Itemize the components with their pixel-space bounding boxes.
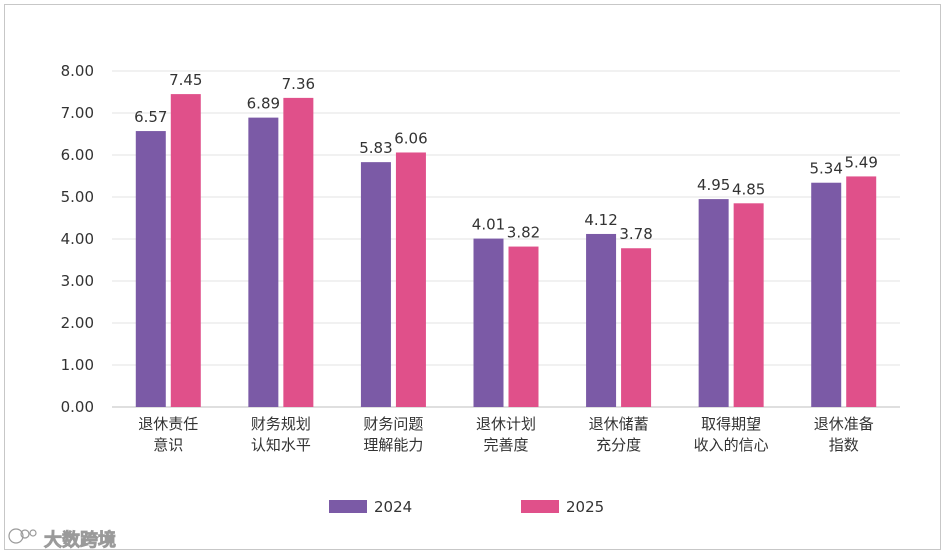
x-category-label: 财务问题: [363, 415, 423, 433]
y-axis-ticks: 0.00 1.00 2.00 3.00 4.00 5.00 6.00 7.00 8.00: [61, 62, 94, 416]
dashuju-logo-icon: [8, 528, 37, 544]
bar-2024: [698, 199, 729, 407]
bar-2025: [733, 203, 764, 407]
y-tick-label: 8.00: [61, 62, 94, 80]
x-category-label: 退休责任: [138, 415, 198, 433]
data-label-2025: 4.85: [732, 180, 765, 198]
bar-2024: [811, 182, 842, 407]
x-category-label: 收入的信心: [694, 436, 769, 454]
data-label-2024: 4.01: [472, 216, 505, 234]
bar-2024: [248, 117, 279, 408]
legend-swatch-2024: [329, 500, 367, 513]
bar-2025: [395, 152, 426, 407]
data-label-2025: 5.49: [845, 153, 878, 171]
x-category-label: 退休储蓄: [589, 415, 649, 433]
bar-2025: [283, 97, 314, 407]
data-label-2025: 3.78: [619, 225, 652, 243]
data-label-2024: 5.34: [810, 160, 843, 178]
data-label-2025: 7.45: [169, 71, 202, 89]
data-label-2025: 7.36: [282, 75, 315, 93]
data-labels: 6.57 7.45 6.897.36 5.836.06 4.01 3.82 4.123.78…: [134, 71, 878, 243]
x-category-label: 意识: [153, 436, 183, 454]
legend: 2024 2025: [329, 498, 604, 516]
bar-2025: [621, 248, 652, 407]
x-category-label: 取得期望: [701, 415, 761, 433]
watermark: 大数跨境: [8, 528, 116, 551]
data-label-2024: 6.57: [134, 108, 167, 126]
gridlines: [112, 70, 900, 408]
data-label-2024: 4.12: [584, 211, 617, 229]
x-category-label: 充分度: [596, 436, 641, 454]
y-tick-label: 1.00: [61, 356, 94, 374]
y-tick-label: 4.00: [61, 230, 94, 248]
bar-2024: [360, 162, 391, 407]
legend-label-2025: 2025: [566, 498, 604, 516]
data-label-2025: 6.06: [394, 129, 427, 147]
y-tick-label: 2.00: [61, 314, 94, 332]
bar-2024: [473, 238, 504, 407]
bar-2025: [170, 94, 201, 407]
x-category-label: 财务规划: [251, 415, 311, 433]
y-tick-label: 7.00: [61, 104, 94, 122]
data-label-2024: 5.83: [359, 139, 392, 157]
y-tick-label: 0.00: [61, 398, 94, 416]
x-category-label: 理解能力: [363, 436, 423, 454]
x-category-label: 指数: [829, 436, 859, 454]
legend-swatch-2025: [521, 500, 559, 513]
x-category-label: 认知水平: [251, 436, 311, 454]
bar-2025: [508, 246, 539, 407]
data-label-2024: 4.95: [697, 176, 730, 194]
y-tick-label: 5.00: [61, 188, 94, 206]
bar-2025: [846, 176, 877, 407]
legend-label-2024: 2024: [374, 498, 412, 516]
x-category-label: 完善度: [483, 436, 528, 454]
data-label-2025: 3.82: [507, 224, 540, 242]
x-category-label: 退休计划: [476, 415, 536, 433]
bar-2024: [586, 233, 617, 407]
bar-2024: [135, 131, 166, 407]
bars: [135, 94, 877, 408]
watermark-text: 大数跨境: [44, 529, 116, 551]
y-tick-label: 6.00: [61, 146, 94, 164]
y-tick-label: 3.00: [61, 272, 94, 290]
data-label-2024: 6.89: [247, 95, 280, 113]
x-category-label: 退休准备: [814, 415, 874, 433]
